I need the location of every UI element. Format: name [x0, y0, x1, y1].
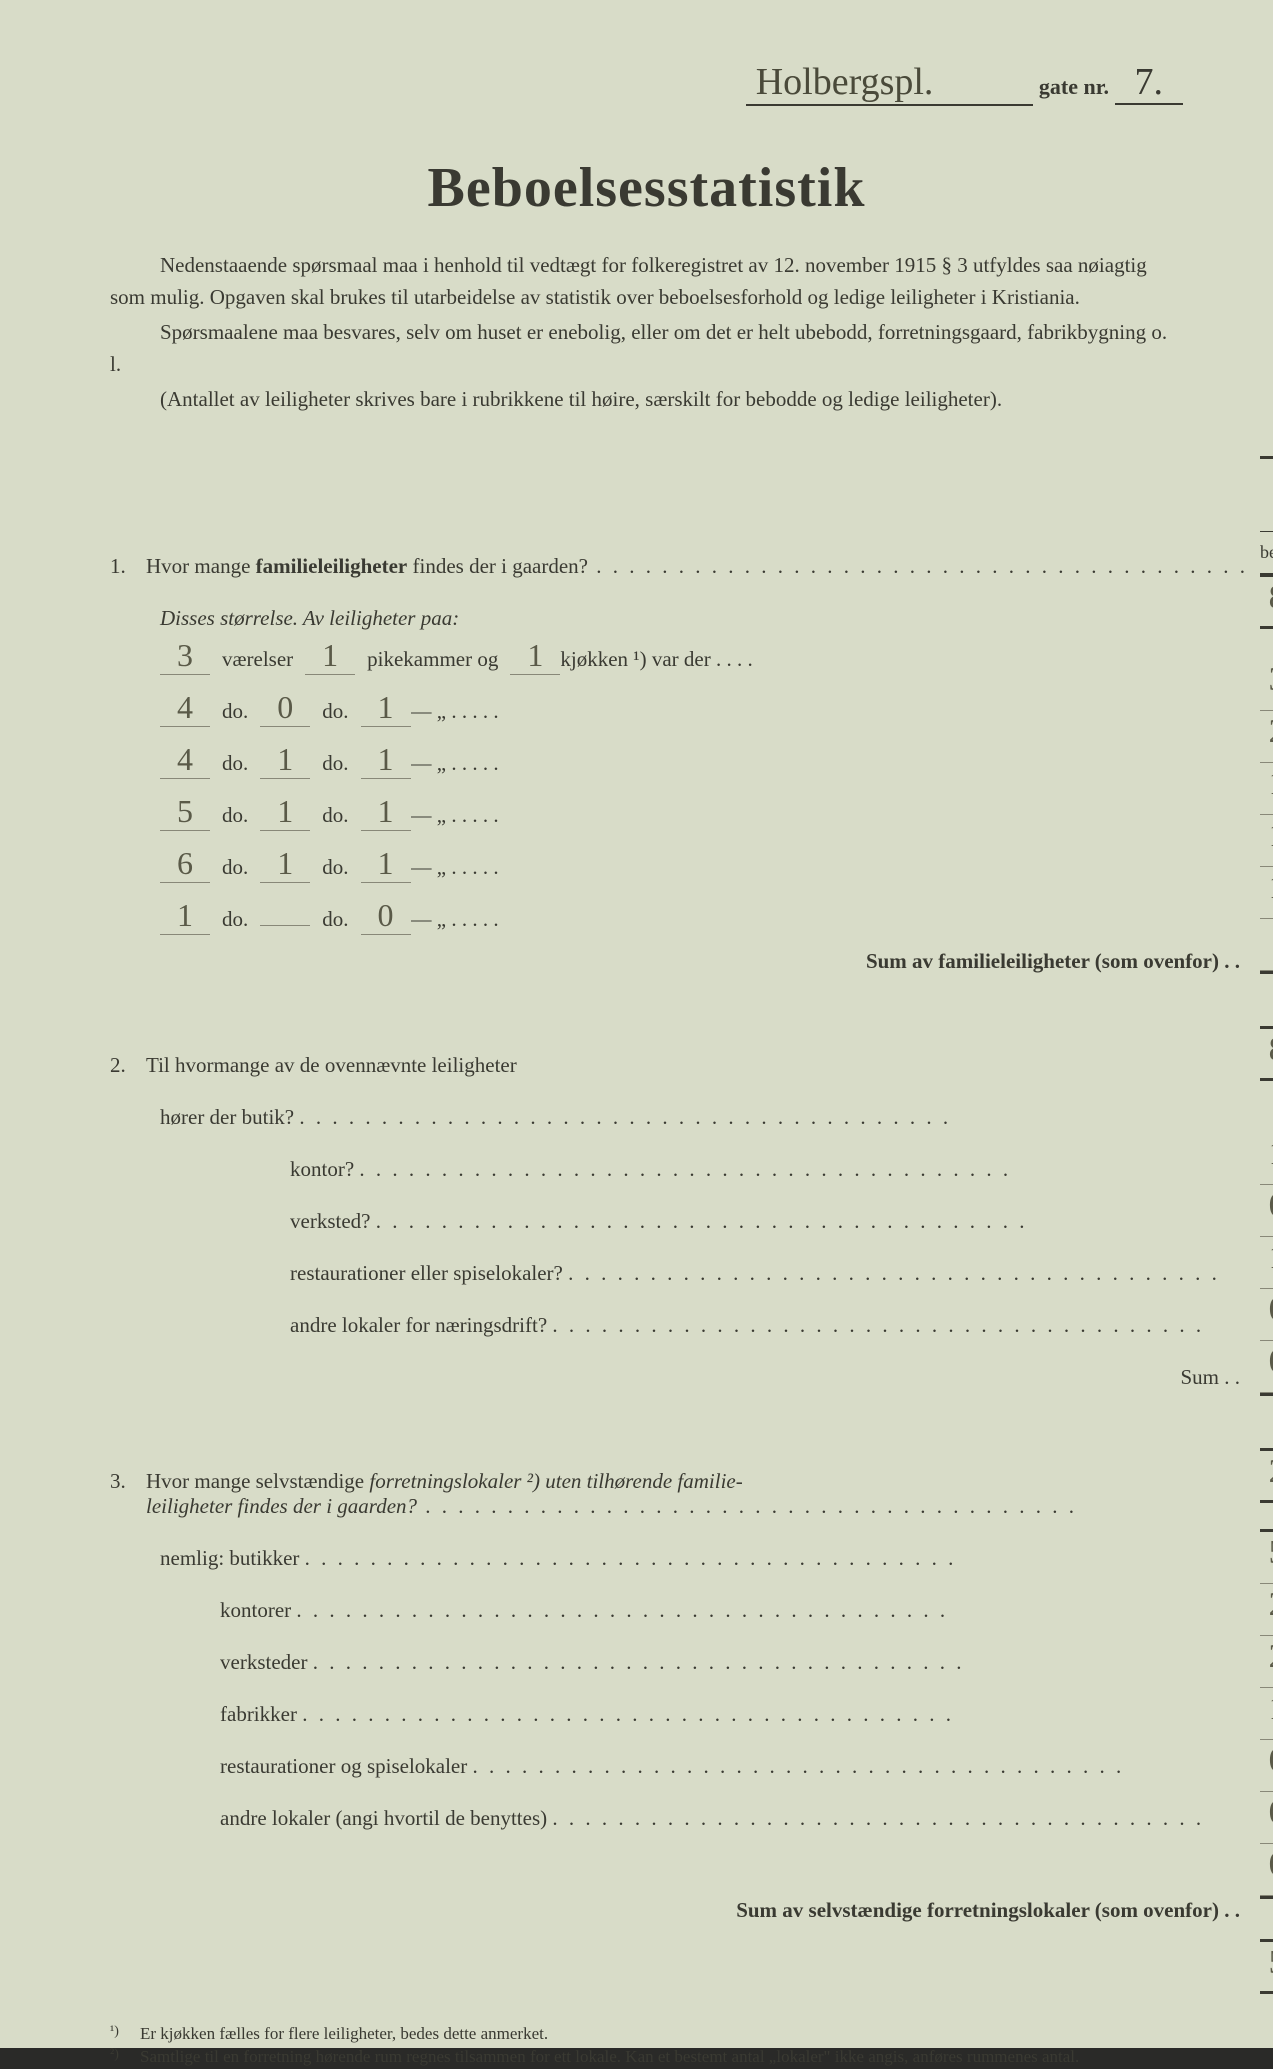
questions-column: 1. Hvor mange familieleiligheter findes …	[110, 456, 1260, 1994]
q1-size-row: 6do.1do.1 — „ . . . . .	[110, 845, 1248, 897]
q3-num: 3.	[110, 1469, 146, 1494]
q2-row: 2. Til hvormange av de ovennævnte leilig…	[110, 1053, 1248, 1105]
q1-sum-vals: 8. 0. 8.	[1260, 1026, 1273, 1081]
q3-sub-row: nemlig: butikker	[110, 1546, 1248, 1598]
q3-sub-row: andre lokaler (angi hvortil de benyttes)	[110, 1806, 1248, 1858]
document-page: Holbergspl. gate nr. 7. Beboelsesstatist…	[0, 0, 1273, 2048]
main-content: 1. Hvor mange familieleiligheter findes …	[110, 456, 1183, 1994]
q2-sub-vals: 0.	[1260, 1289, 1273, 1341]
header-line: Holbergspl. gate nr. 7.	[110, 60, 1183, 106]
q1-size-row: 4do.0do.1 — „ . . . . .	[110, 689, 1248, 741]
q3-sub-row: verksteder	[110, 1650, 1248, 1702]
q3-sub-row: restaurationer og spiselokaler	[110, 1754, 1248, 1806]
gate-label: gate nr.	[1039, 74, 1109, 99]
q2-sub-row: verksted?	[110, 1209, 1248, 1261]
street-name-handwritten: Holbergspl.	[746, 60, 1034, 106]
q1-row: 1. Hvor mange familieleiligheter findes …	[110, 554, 1248, 606]
q2-sub-row: kontor?	[110, 1157, 1248, 1209]
q2-sum-vals: 2. 0. 2.	[1260, 1448, 1273, 1503]
col-bebodde: bebodde	[1260, 532, 1273, 573]
intro-text: Nedenstaaende spørsmaal maa i henhold ti…	[110, 250, 1183, 416]
table-subheader: bebodde ledige ialt	[1260, 532, 1273, 574]
q3-sum-label: Sum av selvstændige forretningslokaler (…	[110, 1898, 1248, 1950]
q1-vals: 8. 0. 8.	[1260, 574, 1273, 629]
table-column: Antal leiligheter bebodde ledige ialt 8.…	[1260, 456, 1273, 1994]
q2-sum-label: Sum . .	[110, 1365, 1248, 1417]
q3-sub-vals: 0.	[1260, 1740, 1273, 1792]
footnote-1: Er kjøkken fælles for flere leiligheter,…	[140, 2022, 548, 2046]
q1-size-vals	[1260, 919, 1273, 971]
q3-sub-vals: 0.	[1260, 1844, 1273, 1896]
intro-p1: Nedenstaaende spørsmaal maa i henhold ti…	[110, 250, 1183, 313]
q1-size-vals: 1.0.1.	[1260, 815, 1273, 867]
q2-sub-row: hører der butik?	[110, 1105, 1248, 1157]
q3-sub-row: fabrikker	[110, 1702, 1248, 1754]
q2-sub-vals: 0.	[1260, 1185, 1273, 1237]
q1-size-row: 1do.do.0 — „ . . . . .	[110, 897, 1248, 949]
q3-sum-vals: 5. 0. 5.	[1260, 1939, 1273, 1994]
q2-num: 2.	[110, 1053, 146, 1078]
q1-sum-label: Sum av familieleiligheter (som ovenfor) …	[110, 949, 1248, 1001]
q2-sub-vals: 0.	[1260, 1341, 1273, 1393]
footnotes: ¹)Er kjøkken fælles for flere leilighete…	[110, 2022, 1183, 2069]
q1-num: 1.	[110, 554, 146, 579]
page-title: Beboelsesstatistik	[110, 156, 1183, 220]
q3-row: 3. Hvor mange selvstændige forretningslo…	[110, 1469, 1248, 1494]
q3-sub-vals: 2.0.2.	[1260, 1584, 1273, 1636]
q2-sub-row: andre lokaler for næringsdrift?	[110, 1313, 1248, 1365]
footnote-2: Samtlige til en forretning hørende rum r…	[140, 2045, 1079, 2069]
gate-number-handwritten: 7.	[1115, 61, 1184, 105]
q1-size-vals: 3.0.3.	[1260, 659, 1273, 711]
q2-sub-row: restaurationer eller spiselokaler?	[110, 1261, 1248, 1313]
q2-sub-vals: 1.0.1.	[1260, 1237, 1273, 1289]
q1-size-row: 5do.1do.1 — „ . . . . .	[110, 793, 1248, 845]
q1-size-row: 4do.1do.1 — „ . . . . .	[110, 741, 1248, 793]
q1-subtitle: Disses størrelse. Av leiligheter paa:	[110, 606, 1248, 631]
intro-p2: Spørsmaalene maa besvares, selv om huset…	[110, 317, 1183, 380]
intro-p3: (Antallet av leiligheter skrives bare i …	[110, 384, 1183, 416]
q1-size-vals: 2.0.2.	[1260, 711, 1273, 763]
q2-sub-vals: 1.0.1.	[1260, 1133, 1273, 1185]
q3-sub-vals: 2.0.2.	[1260, 1636, 1273, 1688]
q1-size-row: 3værelser1pikekammer og1 kjøkken ¹) var …	[110, 637, 1248, 689]
q3-sub-row: kontorer	[110, 1598, 1248, 1650]
q3-row-cont: leiligheter findes der i gaarden?	[110, 1494, 1248, 1546]
q3-sub-vals: 1.0.1.	[1260, 1688, 1273, 1740]
q1-size-vals: 1.0.1.	[1260, 763, 1273, 815]
table-header-title: Antal leiligheter	[1260, 456, 1273, 532]
q3-sub-vals: 0.	[1260, 1792, 1273, 1844]
q1-size-vals: 1.0.1.	[1260, 867, 1273, 919]
q3-vals: 5. 0. 5.	[1260, 1529, 1273, 1584]
